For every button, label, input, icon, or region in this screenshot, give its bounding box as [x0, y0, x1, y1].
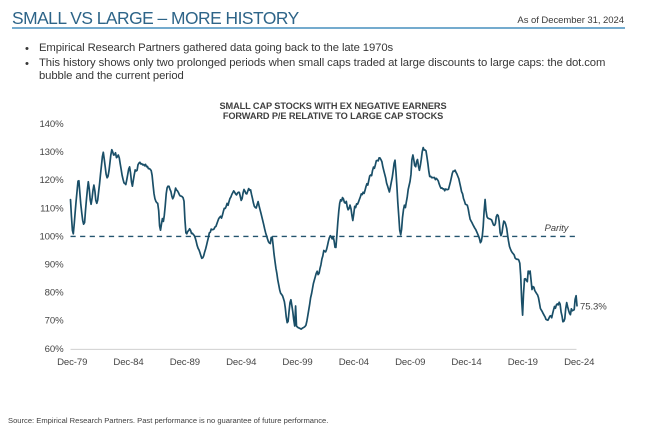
svg-text:Dec-04: Dec-04	[339, 357, 370, 368]
svg-text:Dec-19: Dec-19	[508, 357, 538, 368]
svg-text:110%: 110%	[40, 203, 64, 214]
svg-text:80%: 80%	[45, 288, 64, 299]
svg-text:60%: 60%	[45, 344, 64, 355]
svg-text:Dec-09: Dec-09	[395, 357, 425, 368]
svg-text:90%: 90%	[45, 260, 64, 271]
svg-text:120%: 120%	[39, 175, 64, 186]
svg-text:Dec-99: Dec-99	[282, 357, 312, 368]
svg-text:Dec-94: Dec-94	[226, 357, 257, 368]
svg-text:Dec-14: Dec-14	[451, 357, 482, 368]
svg-text:Parity: Parity	[545, 223, 570, 234]
svg-text:140%: 140%	[39, 119, 64, 130]
svg-text:Dec-89: Dec-89	[170, 357, 200, 368]
svg-text:130%: 130%	[39, 147, 64, 158]
svg-text:Dec-24: Dec-24	[564, 357, 595, 368]
svg-text:100%: 100%	[39, 231, 64, 242]
svg-text:70%: 70%	[45, 316, 64, 327]
svg-text:Dec-84: Dec-84	[113, 357, 144, 368]
svg-text:75.3%: 75.3%	[580, 301, 607, 312]
svg-text:Dec-79: Dec-79	[57, 357, 87, 368]
